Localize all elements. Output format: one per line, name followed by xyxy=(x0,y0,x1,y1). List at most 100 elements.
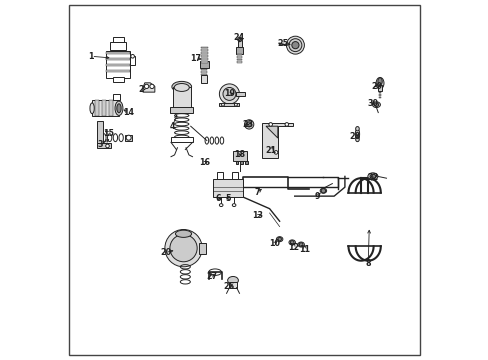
Text: 16: 16 xyxy=(199,158,209,167)
Circle shape xyxy=(288,39,301,51)
Ellipse shape xyxy=(288,240,295,245)
Ellipse shape xyxy=(297,242,304,247)
Bar xyxy=(201,55,207,57)
Bar xyxy=(199,61,208,68)
Text: 30: 30 xyxy=(366,99,378,108)
Circle shape xyxy=(223,87,235,100)
Bar xyxy=(244,161,247,164)
Bar xyxy=(212,179,242,197)
Ellipse shape xyxy=(219,204,223,207)
Bar xyxy=(106,52,130,54)
Ellipse shape xyxy=(175,230,191,237)
Text: 24: 24 xyxy=(233,33,244,42)
Text: 6: 6 xyxy=(216,194,221,203)
Bar xyxy=(377,85,382,91)
Text: 4: 4 xyxy=(169,122,174,131)
Bar xyxy=(378,94,381,96)
Bar xyxy=(201,58,207,60)
Bar xyxy=(378,97,381,98)
Text: 20: 20 xyxy=(160,248,171,257)
Text: 26: 26 xyxy=(223,282,234,291)
Text: 21: 21 xyxy=(264,146,276,155)
Ellipse shape xyxy=(90,103,94,114)
Circle shape xyxy=(277,237,281,241)
Ellipse shape xyxy=(373,103,378,107)
Circle shape xyxy=(291,41,298,49)
Bar xyxy=(92,100,119,116)
Ellipse shape xyxy=(355,129,359,139)
Bar xyxy=(240,161,243,164)
Text: 7: 7 xyxy=(254,188,259,197)
Polygon shape xyxy=(265,126,277,138)
Bar xyxy=(109,100,113,116)
Bar xyxy=(217,172,223,179)
Ellipse shape xyxy=(375,77,383,89)
Bar xyxy=(201,74,207,75)
Ellipse shape xyxy=(372,102,380,108)
Ellipse shape xyxy=(367,173,377,180)
Ellipse shape xyxy=(174,84,189,91)
Bar xyxy=(112,37,124,42)
Circle shape xyxy=(321,189,325,193)
Bar xyxy=(106,70,130,72)
Text: 27: 27 xyxy=(205,271,217,280)
Bar xyxy=(236,47,243,54)
Text: 29: 29 xyxy=(371,82,382,91)
Bar xyxy=(110,42,126,50)
Bar xyxy=(171,137,192,142)
Bar xyxy=(201,61,207,63)
Circle shape xyxy=(274,150,277,154)
Circle shape xyxy=(285,123,288,126)
Ellipse shape xyxy=(369,174,375,179)
Ellipse shape xyxy=(276,237,282,242)
Text: 12: 12 xyxy=(287,243,298,252)
Text: 3: 3 xyxy=(98,140,103,149)
Bar xyxy=(97,143,111,148)
Text: 19: 19 xyxy=(224,89,235,98)
Text: 14: 14 xyxy=(123,108,134,117)
Bar xyxy=(130,56,135,65)
Ellipse shape xyxy=(377,78,382,85)
Circle shape xyxy=(290,240,293,244)
Bar xyxy=(237,54,242,55)
Circle shape xyxy=(268,123,272,126)
Bar xyxy=(94,100,99,116)
Bar xyxy=(201,49,207,51)
Circle shape xyxy=(144,84,148,89)
Text: 9: 9 xyxy=(314,192,319,201)
Ellipse shape xyxy=(232,204,235,207)
Text: 22: 22 xyxy=(366,173,378,182)
Bar xyxy=(201,69,207,70)
Circle shape xyxy=(221,103,224,106)
Bar xyxy=(235,92,244,96)
Bar xyxy=(113,77,123,82)
Text: 23: 23 xyxy=(242,120,253,129)
Bar xyxy=(170,107,193,113)
Text: 28: 28 xyxy=(348,132,360,141)
Circle shape xyxy=(246,122,251,127)
Bar xyxy=(102,100,106,116)
Text: 8: 8 xyxy=(365,259,370,268)
Text: 5: 5 xyxy=(225,194,231,203)
Bar xyxy=(198,243,205,253)
Circle shape xyxy=(237,37,242,41)
Bar xyxy=(233,150,247,161)
Text: 2: 2 xyxy=(139,85,144,94)
Ellipse shape xyxy=(355,127,359,131)
Text: 1: 1 xyxy=(88,52,94,61)
Text: 25: 25 xyxy=(277,39,288,48)
Circle shape xyxy=(126,135,131,140)
Circle shape xyxy=(299,243,303,246)
Circle shape xyxy=(149,84,154,89)
Bar xyxy=(106,51,130,78)
Text: 18: 18 xyxy=(234,150,245,159)
Ellipse shape xyxy=(171,81,191,92)
Text: 11: 11 xyxy=(299,245,309,254)
Bar xyxy=(201,52,207,54)
Bar xyxy=(97,121,103,145)
Bar xyxy=(201,71,207,73)
Bar xyxy=(231,172,238,179)
Bar xyxy=(235,161,238,164)
Polygon shape xyxy=(262,123,293,158)
Ellipse shape xyxy=(117,104,121,113)
